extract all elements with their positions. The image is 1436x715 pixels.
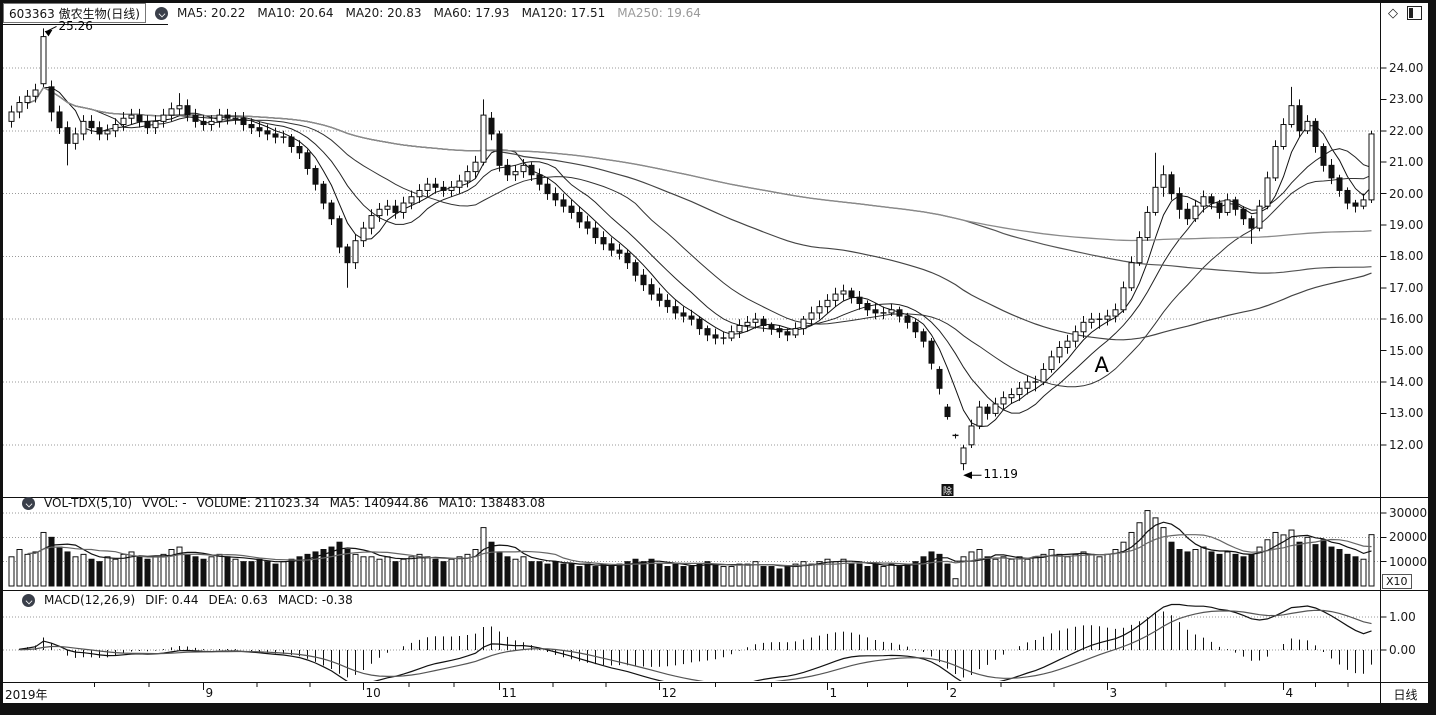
volume-value-label: VOL-TDX(5,10)	[44, 496, 133, 510]
price-axis-label: 23.00	[1389, 92, 1424, 107]
ma-value-label: MA20: 20.83	[345, 6, 422, 20]
volume-values: VOL-TDX(5,10) VVOL: - VOLUME: 211023.34 MA5…	[44, 496, 545, 510]
period-selector[interactable]: 日线	[1393, 688, 1418, 702]
macd-value-label: MACD(12,26,9)	[44, 593, 136, 607]
macd-layer	[19, 603, 1372, 681]
axis-ticks	[94, 67, 1387, 690]
volume-value-label: VVOL: -	[142, 496, 187, 510]
volume-value-label: VOLUME: 211023.34	[196, 496, 320, 510]
ma-value-label: MA60: 17.93	[433, 6, 510, 20]
collapse-icon[interactable]	[155, 6, 168, 20]
price-layer	[8, 28, 1375, 471]
ma-value-label: MA250: 19.64	[617, 6, 701, 20]
volume-bars-layer	[8, 510, 1375, 587]
ma-value-label: MA5: 20.22	[177, 6, 246, 20]
ex-rights-marker: 除	[943, 485, 952, 497]
macd-axis-label: 1.00	[1389, 610, 1416, 624]
ma-value-label: MA120: 17.51	[521, 6, 606, 20]
macd-values: MACD(12,26,9) DIF: 0.44 DEA: 0.63 MACD: -0.…	[44, 593, 353, 607]
month-label: 4	[1285, 686, 1294, 700]
volume-multiplier-label: X10	[1382, 574, 1412, 589]
volume-axis-label: 30000	[1389, 506, 1428, 520]
price-axis-label: 18.00	[1389, 249, 1424, 264]
panel-dividers	[3, 3, 1428, 703]
price-pane-header: 603363 傲农生物(日线) MA5: 20.22 MA10: 20.64 MA2…	[3, 3, 1428, 23]
volume-value-label: MA5: 140944.86	[329, 496, 429, 510]
volume-axis-label: 20000	[1389, 530, 1428, 545]
month-label: 3	[1109, 686, 1118, 700]
price-axis-label: 14.00	[1389, 375, 1424, 389]
month-label: 9	[205, 686, 214, 700]
volume-value-label: MA10: 138483.08	[438, 496, 546, 510]
macd-axis-label: 0.00	[1389, 643, 1416, 657]
month-label: 10	[365, 686, 381, 700]
price-axis-label: 13.00	[1389, 406, 1424, 421]
macd-value-label: MACD: -0.38	[277, 593, 353, 607]
price-axis-label: 24.00	[1389, 61, 1424, 75]
collapse-icon[interactable]	[22, 593, 35, 607]
ma-values: MA5: 20.22 MA10: 20.64 MA20: 20.83 MA60: 17…	[177, 6, 701, 20]
month-label: 2	[949, 686, 958, 700]
window-layout-icon[interactable]	[1407, 6, 1422, 20]
price-axis-label: 20.00	[1389, 186, 1424, 201]
macd-value-label: DIF: 0.44	[145, 593, 199, 607]
month-label: 1	[829, 686, 838, 700]
annotation-letter-a: A	[1094, 352, 1109, 377]
price-axis-label: 16.00	[1389, 312, 1424, 327]
month-label: 11	[501, 686, 517, 700]
volume-pane-header: VOL-TDX(5,10) VVOL: - VOLUME: 211023.34 MA5…	[22, 496, 545, 510]
stock-title-box[interactable]: 603363 傲农生物(日线)	[3, 3, 146, 23]
month-label: 12	[661, 686, 677, 700]
diamond-icon[interactable]: ◇	[1388, 5, 1398, 21]
price-axis-label: 17.00	[1389, 280, 1424, 295]
ma-value-label: MA10: 20.64	[257, 6, 334, 20]
annotations-layer: 除	[44, 25, 982, 497]
price-axis-label: 21.00	[1389, 155, 1424, 170]
collapse-icon[interactable]	[22, 496, 35, 510]
stock-title: 603363 傲农生物(日线)	[9, 6, 140, 21]
year-label: 2019年	[5, 688, 48, 702]
price-axis-label: 12.00	[1389, 437, 1424, 452]
macd-value-label: DEA: 0.63	[208, 593, 268, 607]
macd-pane-header: MACD(12,26,9) DIF: 0.44 DEA: 0.63 MACD: -0.…	[22, 593, 353, 607]
volume-axis-label: 10000	[1389, 554, 1428, 569]
price-axis-label: 19.00	[1389, 218, 1424, 232]
price-axis-label: 15.00	[1389, 343, 1424, 358]
annotation-low-11-19: 11.19	[983, 467, 1018, 482]
annotation-high-25-26: 25.26	[58, 19, 93, 34]
price-axis-label: 22.00	[1389, 123, 1424, 138]
